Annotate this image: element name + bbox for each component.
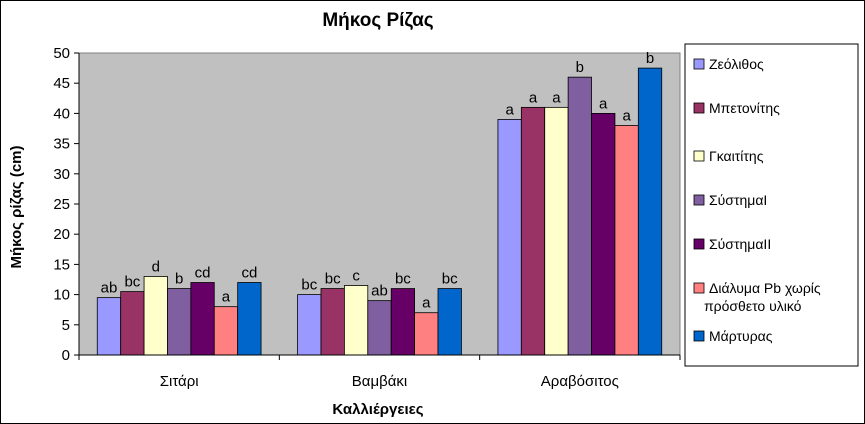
legend-swatch: [693, 194, 705, 206]
bar: [190, 282, 215, 356]
bar: [343, 285, 369, 356]
y-axis-title: Μήκος ρίζας (cm): [8, 145, 25, 268]
data-label: a: [422, 295, 431, 312]
data-label: bc: [124, 274, 140, 291]
bar: [237, 282, 262, 356]
y-tick-label: 30: [53, 166, 70, 183]
legend-swatch: [693, 150, 705, 162]
y-tick-label: 0: [62, 347, 70, 364]
data-label: a: [599, 95, 608, 112]
bars-group: [96, 67, 663, 356]
data-label: ab: [101, 280, 118, 297]
data-label: d: [152, 258, 160, 275]
bar: [143, 276, 168, 356]
data-label: b: [576, 59, 584, 76]
legend-swatch: [693, 238, 705, 250]
legend-label: ΣύστημαI: [709, 192, 767, 208]
bar: [213, 306, 239, 356]
data-label: a: [505, 101, 514, 118]
data-label: bc: [301, 277, 317, 294]
data-label: ab: [371, 283, 388, 300]
bar: [637, 67, 663, 356]
y-tick-label: 45: [53, 75, 70, 92]
bar: [367, 300, 392, 356]
bar: [297, 294, 322, 356]
data-label: c: [352, 268, 360, 285]
y-tick-label: 50: [53, 45, 70, 62]
data-label: cd: [241, 265, 257, 282]
bar: [591, 113, 616, 356]
legend-box: [684, 43, 859, 367]
legend: Ζεόλιθος Μπετονίτης Γκαιτίτης ΣύστημαI Σύστη…: [693, 56, 821, 344]
x-axis: Σιτάρι Βαμβάκι Αραβόσιτος: [78, 354, 681, 390]
bar: [497, 119, 522, 356]
bar: [120, 291, 145, 356]
data-label: b: [175, 271, 183, 288]
legend-label: Μάρτυρας: [709, 328, 773, 344]
x-axis-title: Καλλιέργειες: [332, 401, 423, 418]
legend-label: ΣύστημαII: [709, 236, 771, 252]
legend-label: Ζεόλιθος: [709, 56, 764, 72]
legend-swatch: [693, 102, 705, 114]
bar: [614, 125, 639, 356]
bar: [437, 288, 462, 356]
bar: [414, 312, 439, 356]
data-label: a: [529, 89, 538, 106]
y-tick-label: 25: [53, 196, 70, 213]
data-label: a: [622, 107, 631, 124]
legend-swatch: [693, 58, 705, 70]
legend-swatch: [693, 282, 705, 294]
legend-swatch: [693, 330, 705, 342]
data-label: a: [552, 89, 561, 106]
y-tick-label: 5: [62, 317, 70, 334]
bar: [167, 288, 192, 356]
legend-label: Μπετονίτης: [709, 100, 780, 116]
y-tick-label: 40: [53, 105, 70, 122]
data-label: a: [222, 289, 231, 306]
bar: [520, 106, 546, 356]
bar: [390, 288, 416, 356]
bar: [567, 76, 592, 356]
data-label: cd: [195, 265, 211, 282]
x-tick-label: Σιτάρι: [160, 373, 199, 390]
y-tick-label: 35: [53, 136, 70, 153]
data-label: bc: [395, 271, 411, 288]
data-label: bc: [325, 271, 341, 288]
y-tick-label: 15: [53, 256, 70, 273]
bar: [320, 288, 345, 356]
bar: [96, 297, 122, 356]
x-tick-label: Βαμβάκι: [352, 373, 407, 390]
legend-label: Διάλυμα Pb χωρίς πρόσθετο υλικό: [704, 280, 821, 314]
y-tick-label: 20: [53, 226, 70, 243]
y-tick-label: 10: [53, 287, 70, 304]
data-label: bc: [442, 271, 458, 288]
y-axis: 0 5 10 15 20 25 30 35 40 45 50: [53, 45, 80, 364]
chart-title: Μήκος Ρίζας: [322, 10, 433, 31]
x-tick-label: Αραβόσιτος: [541, 373, 619, 390]
legend-label: Γκαιτίτης: [709, 148, 764, 164]
bar: [544, 106, 569, 356]
data-label: b: [646, 50, 654, 67]
